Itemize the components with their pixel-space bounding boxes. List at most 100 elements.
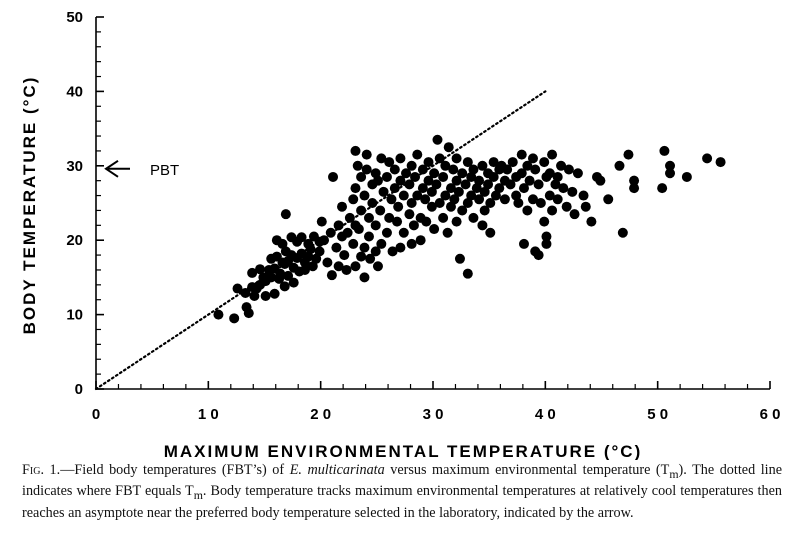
data-point [232, 283, 243, 294]
caption-text: versus maximum environmental temperature… [384, 462, 670, 478]
caption-species: E. multicarinata [289, 462, 385, 478]
arrow-left-icon [104, 159, 119, 178]
data-point [524, 175, 535, 186]
data-point [361, 149, 372, 160]
data-point [569, 209, 580, 220]
data-point [280, 209, 291, 220]
data-point [431, 179, 442, 190]
data-point [505, 179, 516, 190]
data-point [277, 238, 288, 249]
data-point [567, 186, 578, 197]
y-tick-label: 40 [66, 83, 83, 100]
data-point [462, 268, 473, 279]
data-point [448, 164, 459, 175]
data-point [479, 205, 490, 216]
y-tick-label: 0 [75, 381, 83, 398]
data-point [563, 164, 574, 175]
data-point [502, 164, 513, 175]
data-point [535, 198, 546, 208]
data-point [384, 212, 395, 223]
data-point [269, 288, 280, 299]
data-point [255, 264, 266, 275]
data-point [466, 190, 477, 201]
data-point [392, 216, 403, 227]
data-point [395, 153, 406, 164]
data-point [356, 251, 367, 262]
data-point [408, 220, 419, 231]
data-point [665, 160, 676, 171]
scatter-chart: 0 10 20 30 40 50 0 1 0 2 0 3 0 4 0 5 0 6 0 PBT BODY… [20, 9, 780, 460]
data-point [404, 209, 415, 220]
data-point [518, 183, 529, 194]
data-point [395, 242, 406, 253]
data-point [365, 253, 376, 264]
data-point [440, 190, 451, 201]
data-point [665, 168, 676, 179]
data-point [423, 157, 434, 168]
data-point [378, 186, 389, 197]
data-point [453, 186, 464, 197]
data-point [426, 201, 437, 212]
x-tick-label: 3 0 [423, 406, 444, 423]
caption-figure-label: Fig. 1. [22, 462, 61, 478]
data-point [544, 168, 555, 179]
data-point [595, 175, 606, 186]
data-point [541, 238, 552, 249]
data-point [213, 309, 224, 320]
data-point [552, 171, 563, 182]
y-tick-label: 10 [66, 307, 83, 324]
data-point [513, 198, 524, 208]
data-point [460, 179, 471, 190]
data-point [370, 220, 381, 231]
data-point [541, 231, 552, 242]
data-point [547, 149, 558, 160]
data-point [398, 190, 409, 201]
figure-caption: Fig. 1.—Field body temperatures (FBT’s) … [22, 462, 782, 522]
data-point [389, 183, 400, 194]
data-point [350, 183, 361, 194]
data-point [316, 216, 327, 227]
data-point [449, 194, 460, 205]
data-point [339, 250, 350, 261]
data-point [311, 253, 322, 264]
data-point [547, 205, 558, 216]
data-point [381, 171, 392, 182]
data-point [440, 160, 451, 171]
data-point [572, 168, 583, 179]
caption-text: —Field body temperatures (FBT’s) of [60, 462, 290, 478]
data-point [370, 246, 381, 257]
data-point [429, 168, 440, 179]
data-point [404, 179, 415, 190]
data-point [328, 171, 339, 182]
data-point [296, 232, 307, 243]
data-point [516, 168, 527, 179]
data-point [499, 194, 510, 205]
data-point [434, 153, 445, 164]
data-point [558, 183, 569, 194]
data-point [333, 220, 344, 231]
data-point [462, 198, 473, 208]
data-point [372, 261, 383, 272]
pbt-label: PBT [150, 162, 179, 179]
data-point [381, 227, 392, 238]
data-point [580, 201, 591, 212]
data-point [451, 175, 462, 186]
data-point [307, 261, 318, 272]
x-tick-label: 1 0 [198, 406, 219, 423]
data-point [438, 212, 449, 223]
data-point [387, 246, 398, 257]
data-point [326, 270, 337, 281]
data-point [389, 164, 400, 175]
data-point [376, 238, 387, 249]
data-point [350, 261, 361, 272]
y-tick-label: 20 [66, 232, 83, 249]
data-point [406, 198, 417, 208]
data-point [623, 149, 634, 160]
data-point [283, 270, 294, 281]
data-point [412, 149, 423, 160]
x-tick-label: 2 0 [310, 406, 331, 423]
y-tick-label: 30 [66, 158, 83, 175]
data-point [341, 264, 352, 275]
data-point [527, 194, 538, 205]
data-point [344, 212, 355, 223]
